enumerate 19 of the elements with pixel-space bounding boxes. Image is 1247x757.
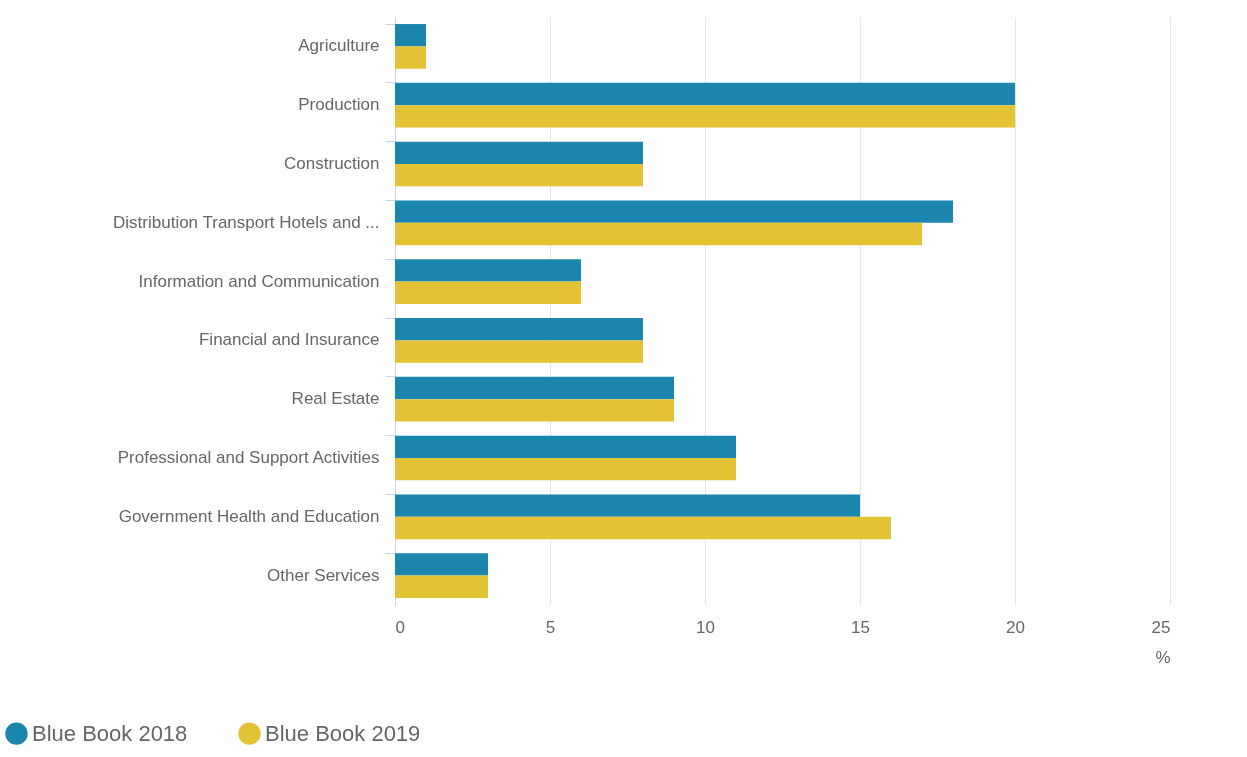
y-tick-label: Information and Communication	[138, 271, 380, 291]
x-tick-label: 5	[545, 617, 556, 637]
y-tick-label: Government Health and Education	[118, 506, 380, 526]
x-tick-label: 25	[1151, 617, 1171, 637]
legend-label: Blue Book 2019	[265, 720, 421, 746]
y-tick-label: Production	[298, 95, 380, 115]
y-tick-label: Distribution Transport Hotels and ...	[113, 212, 380, 232]
x-axis-title: %	[1155, 647, 1171, 667]
x-tick-label: 20	[1006, 617, 1025, 637]
y-tick-label: Construction	[284, 154, 380, 173]
y-tick-label: Real Estate	[291, 389, 380, 409]
x-tick-label: 15	[851, 617, 870, 637]
y-tick-label: Other Services	[267, 565, 380, 585]
x-tick-label: 0	[395, 617, 405, 637]
legend-label: Blue Book 2018	[32, 720, 188, 746]
y-tick-label: Financial and Insurance	[198, 330, 380, 350]
x-tick-label: 10	[696, 617, 715, 637]
y-tick-label: Agriculture	[298, 36, 380, 56]
y-tick-label: Professional and Support Activities	[117, 448, 380, 467]
